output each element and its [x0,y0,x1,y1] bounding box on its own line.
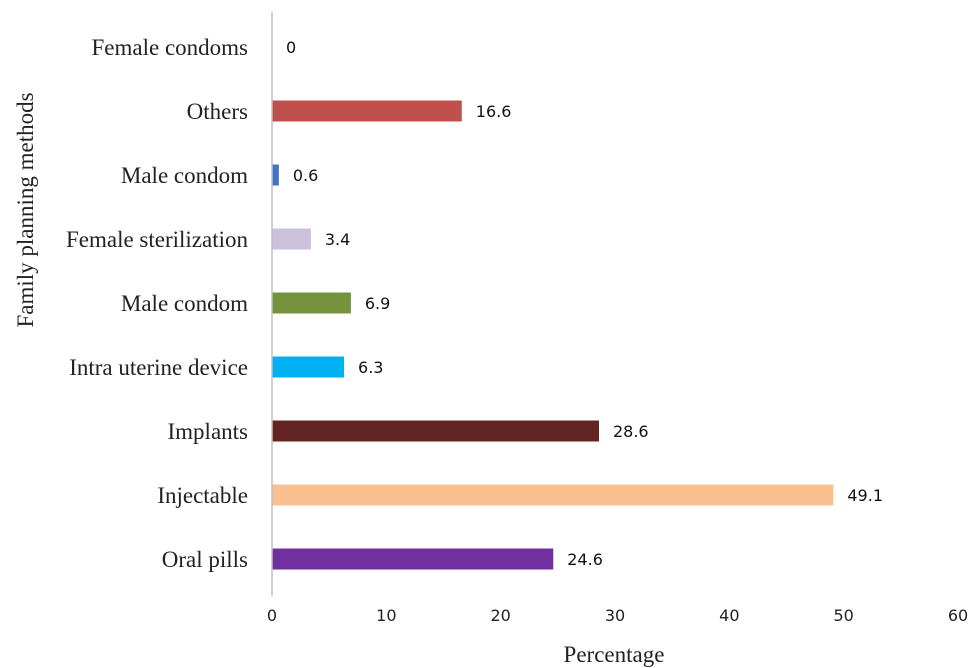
bar [272,292,351,314]
x-tick-label: 40 [719,606,739,625]
x-axis-title: Percentage [564,642,665,667]
bar [272,356,345,378]
y-axis-title: Family planning methods [13,92,38,327]
data-label: 0 [286,38,296,57]
x-axis-ticks: 0 10 20 30 40 50 60 [267,606,968,625]
bars-layer [272,100,834,570]
x-tick-label: 50 [833,606,853,625]
data-label: 6.3 [358,358,383,377]
category-label: Female sterilization [66,227,249,252]
bar [272,548,554,570]
data-label: 24.6 [567,550,603,569]
data-label: 6.9 [365,294,390,313]
bar [272,164,279,186]
x-tick-label: 20 [490,606,510,625]
category-label: Female condoms [92,35,249,60]
category-label: Intra uterine device [69,355,248,380]
category-label: Injectable [157,483,248,508]
bar [272,228,311,250]
category-label: Male condom [121,291,248,316]
bar [272,100,462,122]
data-label: 0.6 [293,166,318,185]
category-label: Oral pills [162,547,248,572]
bar [272,420,599,442]
x-tick-label: 30 [605,606,625,625]
value-labels: 0 16.6 0.6 3.4 6.9 6.3 28.6 49.1 24.6 [286,38,883,569]
category-label: Others [187,99,248,124]
category-label: Implants [168,419,249,444]
data-label: 16.6 [476,102,512,121]
data-label: 28.6 [613,422,649,441]
data-label: 3.4 [325,230,350,249]
category-labels: Female condoms Others Male condom Female st… [66,35,249,572]
category-label: Male condom [121,163,248,188]
data-label: 49.1 [847,486,883,505]
x-tick-label: 60 [948,606,968,625]
bar [272,484,834,506]
x-tick-label: 10 [376,606,396,625]
x-tick-label: 0 [267,606,277,625]
